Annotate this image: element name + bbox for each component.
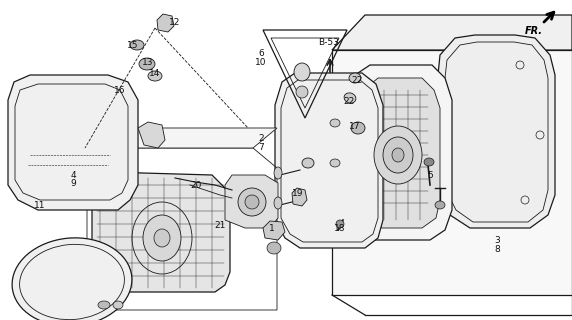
Polygon shape <box>332 50 572 295</box>
Ellipse shape <box>113 301 123 309</box>
Ellipse shape <box>245 195 259 209</box>
Polygon shape <box>263 221 285 240</box>
Polygon shape <box>92 172 230 292</box>
Ellipse shape <box>351 122 365 134</box>
Ellipse shape <box>302 158 314 168</box>
Text: 11: 11 <box>34 201 46 210</box>
Text: 14: 14 <box>149 68 161 77</box>
Text: 22: 22 <box>351 76 363 84</box>
Ellipse shape <box>154 229 170 247</box>
Ellipse shape <box>349 73 361 83</box>
Ellipse shape <box>336 220 344 228</box>
Ellipse shape <box>330 119 340 127</box>
Ellipse shape <box>274 167 282 179</box>
Text: 18: 18 <box>334 223 345 233</box>
Polygon shape <box>157 14 174 32</box>
Text: 1: 1 <box>269 223 275 233</box>
Text: 17: 17 <box>349 122 361 131</box>
Text: 15: 15 <box>127 41 139 50</box>
Ellipse shape <box>424 158 434 166</box>
Text: 5: 5 <box>427 171 433 180</box>
Polygon shape <box>332 15 572 50</box>
Text: 12: 12 <box>169 18 181 27</box>
Ellipse shape <box>267 242 281 254</box>
Polygon shape <box>360 78 440 228</box>
Ellipse shape <box>148 71 162 81</box>
Polygon shape <box>87 128 277 148</box>
Text: 7: 7 <box>258 142 264 151</box>
Ellipse shape <box>374 126 422 184</box>
Ellipse shape <box>12 238 132 320</box>
Ellipse shape <box>344 93 356 103</box>
Ellipse shape <box>238 188 266 216</box>
Text: 9: 9 <box>70 179 76 188</box>
Text: 10: 10 <box>255 58 267 67</box>
Ellipse shape <box>383 137 413 173</box>
Polygon shape <box>138 122 165 148</box>
Text: 8: 8 <box>494 244 500 253</box>
Text: 6: 6 <box>258 49 264 58</box>
Text: 13: 13 <box>142 58 154 67</box>
Polygon shape <box>225 175 278 228</box>
Ellipse shape <box>294 63 310 81</box>
Polygon shape <box>275 73 383 248</box>
Polygon shape <box>8 75 138 210</box>
Text: FR.: FR. <box>525 26 543 36</box>
Text: 2: 2 <box>258 133 264 142</box>
Polygon shape <box>348 65 452 240</box>
Ellipse shape <box>392 148 404 162</box>
Text: 3: 3 <box>494 236 500 244</box>
Polygon shape <box>438 35 555 228</box>
Ellipse shape <box>130 40 144 50</box>
Text: 20: 20 <box>190 180 202 189</box>
Ellipse shape <box>274 197 282 209</box>
Ellipse shape <box>296 86 308 98</box>
Text: 21: 21 <box>214 220 226 229</box>
Text: 19: 19 <box>292 188 304 197</box>
Ellipse shape <box>143 215 181 261</box>
Text: 22: 22 <box>343 97 355 106</box>
Polygon shape <box>292 188 307 206</box>
Text: B-53: B-53 <box>319 37 339 46</box>
Text: 16: 16 <box>114 85 126 94</box>
Ellipse shape <box>330 159 340 167</box>
Ellipse shape <box>98 301 110 309</box>
Text: 4: 4 <box>70 171 76 180</box>
Ellipse shape <box>435 201 445 209</box>
Ellipse shape <box>139 58 155 70</box>
